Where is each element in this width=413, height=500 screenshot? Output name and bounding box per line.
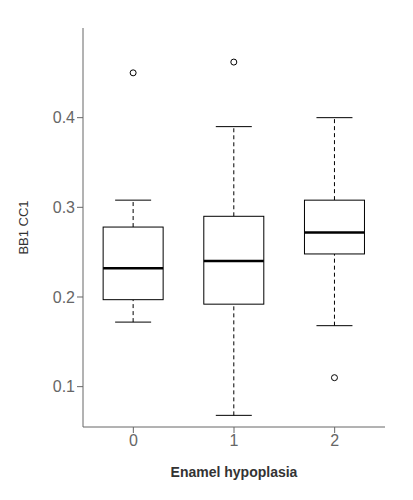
svg-text:0.2: 0.2: [53, 289, 75, 306]
svg-text:0.1: 0.1: [53, 378, 75, 395]
svg-text:Enamel hypoplasia: Enamel hypoplasia: [171, 464, 298, 480]
svg-text:0.3: 0.3: [53, 199, 75, 216]
svg-text:0.4: 0.4: [53, 109, 75, 126]
svg-text:2: 2: [330, 432, 339, 449]
svg-text:BB1 CC1: BB1 CC1: [16, 200, 31, 254]
svg-text:0: 0: [129, 432, 138, 449]
svg-text:1: 1: [230, 432, 239, 449]
